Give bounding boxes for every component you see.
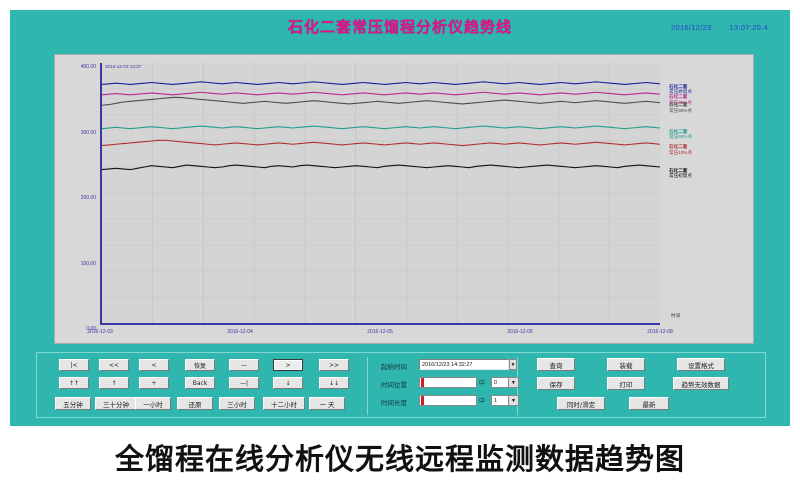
nav-first[interactable]: |< — [59, 359, 89, 371]
range-5min[interactable]: 五分钟 — [55, 397, 91, 410]
chart-x-axis: 2016-12-03 2016-12-04 2016-12-05 2016-12-06… — [87, 327, 673, 343]
nav-next[interactable]: > — [273, 359, 303, 371]
legend-item-line2: 常压10%点 — [669, 149, 692, 155]
y-tick-label: 400.00 — [80, 64, 96, 70]
nav-up[interactable]: ↑ — [99, 377, 129, 389]
nav-up-fast[interactable]: ↑↑ — [59, 377, 89, 389]
load-button[interactable]: 装载 — [607, 358, 645, 371]
chevron-down-icon[interactable]: ▼ — [508, 378, 518, 387]
save-button[interactable]: 保存 — [537, 377, 575, 390]
time-length-combo[interactable]: 1 ▼ — [491, 395, 519, 406]
time-position-thumb[interactable] — [421, 378, 424, 387]
query-button[interactable]: 查询 — [537, 358, 575, 371]
time-length-unit: 中 — [479, 399, 486, 405]
legend-item: 石化二套 常压10%点 — [669, 144, 749, 155]
clock: 2016/12/23 13:07:20.4 — [671, 23, 768, 32]
chart-traces — [102, 81, 660, 171]
y-tick-label: 300.00 — [80, 129, 96, 136]
nav-minus[interactable]: — — [229, 359, 259, 371]
legend-item: 石化二套 常压95%点 — [669, 94, 749, 105]
legend-item-line1: 石化二套 — [669, 144, 688, 150]
page-title: 石化二套常压馏程分析仪趋势线 — [287, 18, 513, 36]
start-time-spinner[interactable]: ▼ — [509, 359, 517, 370]
legend-item: 石化二套 常压初馏点 — [669, 168, 749, 179]
range-3hour[interactable]: 三小时 — [219, 397, 255, 410]
clock-date: 2016/12/23 — [671, 23, 712, 32]
x-tick-label: 2016-12-05 — [367, 329, 393, 335]
range-1hour[interactable]: 一小时 — [135, 397, 171, 410]
x-tick-label: 2016-12-06 — [507, 329, 533, 335]
legend-item-line2: 常压50%点 — [669, 134, 692, 139]
nav-prev-page[interactable]: << — [99, 359, 129, 371]
time-length-slider[interactable] — [419, 395, 477, 406]
y-tick-label: 0.00 — [86, 326, 96, 332]
range-1day[interactable]: 一 天 — [309, 397, 345, 410]
time-length-label: 时间长度 — [381, 399, 407, 407]
figure-caption: 全馏程在线分析仪无线远程监测数据趋势图 — [114, 442, 685, 476]
legend-item-line1: 石化二套 — [669, 128, 688, 134]
legend-item: 石化二套 常压终馏点 — [669, 84, 749, 95]
range-30min[interactable]: 三十分钟 — [95, 397, 137, 410]
window-titlebar: 石化二套常压馏程分析仪趋势线 2016/12/23 13:07:20.4 — [10, 10, 790, 44]
nav-prev[interactable]: < — [139, 359, 169, 371]
trend-window: 石化二套常压馏程分析仪趋势线 2016/12/23 13:07:20.4 400.… — [8, 8, 792, 428]
chart-corner-label: 2016-12-03 14:37 — [105, 64, 142, 69]
legend-item: 石化二套 常压90%点 — [669, 102, 749, 113]
latest-button[interactable]: 最新 — [629, 397, 669, 410]
time-position-slider[interactable] — [419, 377, 477, 388]
invalid-data-button[interactable]: 趋势无效数据 — [673, 377, 729, 390]
nav-back[interactable]: Back — [185, 377, 215, 389]
legend-item-line1: 石化二套 — [669, 167, 688, 173]
range-reset[interactable]: 还原 — [177, 397, 213, 410]
clock-time: 13:07:20.4 — [729, 23, 768, 32]
format-settings-button[interactable]: 设置格式 — [677, 358, 725, 371]
time-position-combo[interactable]: 0 ▼ — [491, 377, 519, 388]
time-position-unit: 中 — [479, 381, 486, 387]
x-tick-label: 2016-12-08 — [647, 329, 673, 335]
chart-legend: 时间 石化二套 常压终馏点 石化二套 常压95%点 石化二套 常压90%点 石化二套 常压50… — [667, 61, 751, 339]
chart-y-axis: 400.00 300.00 200.00 100.00 0.00 — [57, 59, 99, 332]
print-button[interactable]: 打印 — [607, 377, 645, 390]
time-position-value: 0 — [494, 379, 498, 386]
nav-minus-end[interactable]: —| — [229, 377, 259, 389]
nav-restore[interactable]: 恢复 — [185, 359, 215, 371]
control-panel: |< << < 恢复 — > >> ↑↑ ↑ + Back —| ↓ ↓↓ 五分钟 三十分钟 一小时 还原 三小时十… — [36, 352, 766, 418]
chart-plot-area[interactable]: 2016-12-03 14:37 — [100, 63, 660, 325]
nav-next-page[interactable]: >> — [319, 359, 349, 371]
start-time-input[interactable]: 2016/12/23 14:32:27 — [419, 359, 509, 370]
legend-item-line2: 常压初馏点 — [669, 173, 692, 179]
y-tick-label: 100.00 — [80, 260, 96, 267]
x-tick-label: 2016-12-03 — [87, 329, 113, 335]
y-tick-label: 200.00 — [80, 195, 96, 201]
time-length-thumb[interactable] — [421, 396, 424, 405]
legend-item-line1: 石化二套 — [669, 83, 688, 89]
legend-item-line2: 常压95%点 — [669, 99, 692, 105]
time-length-value: 1 — [494, 397, 498, 404]
legend-item-line1: 石化二套 — [669, 102, 688, 108]
nav-down-fast[interactable]: ↓↓ — [319, 377, 349, 389]
sync-lock-button[interactable]: 同时/滑定 — [557, 397, 605, 410]
panel-divider-1 — [367, 357, 368, 415]
legend-item-line1: 石化二套 — [669, 94, 688, 100]
start-time-label: 起始时间 — [381, 363, 407, 371]
legend-time-label: 时间 — [671, 313, 681, 318]
time-position-label: 时间位置 — [381, 381, 407, 389]
range-12hour[interactable]: 十二小时 — [263, 397, 305, 410]
legend-item-line2: 常压终馏点 — [669, 89, 692, 95]
chart-frame: 400.00 300.00 200.00 100.00 0.00 2016-12-03 … — [54, 54, 754, 344]
legend-item-line2: 常压90%点 — [669, 107, 692, 113]
x-tick-label: 2016-12-04 — [227, 329, 253, 335]
nav-down[interactable]: ↓ — [273, 377, 303, 389]
chevron-down-icon-2[interactable]: ▼ — [508, 396, 518, 405]
nav-plus[interactable]: + — [139, 377, 169, 389]
legend-item: 石化二套 常压50%点 — [669, 129, 749, 140]
